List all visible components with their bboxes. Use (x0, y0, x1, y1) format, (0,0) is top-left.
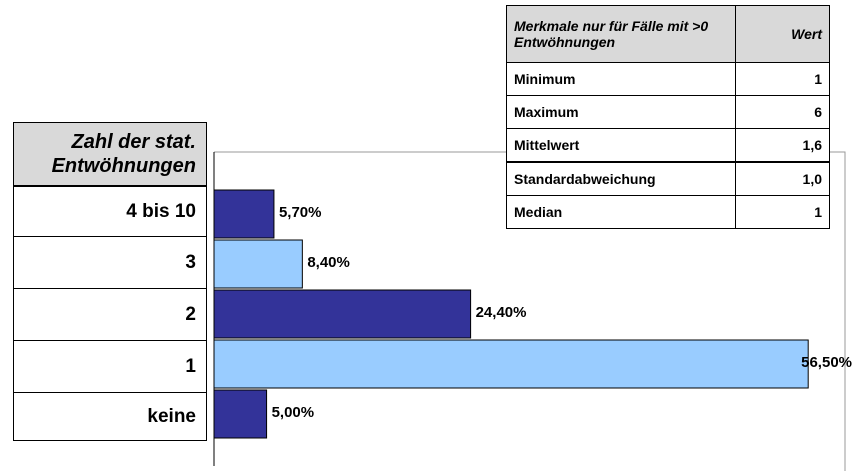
category-label: 3 (13, 236, 207, 289)
category-label: 2 (13, 288, 207, 341)
bar (213, 189, 275, 239)
plot-frame (214, 151, 846, 471)
bar (213, 339, 809, 389)
stats-label: Mittelwert (506, 128, 736, 163)
category-label: 1 (13, 340, 207, 393)
value-label: 24,40% (476, 304, 527, 321)
stats-header: Wert (735, 5, 830, 63)
bar (213, 389, 268, 439)
stats-value: 1 (735, 194, 830, 229)
stats-label: Median (506, 194, 736, 229)
stats-label: Maximum (506, 95, 736, 130)
category-header: Zahl der stat. Entwöhnungen (13, 122, 207, 186)
stats-value: 1 (735, 62, 830, 96)
bar (213, 289, 472, 339)
value-label: 8,40% (307, 254, 350, 271)
bar (213, 239, 303, 289)
stats-value: 6 (735, 95, 830, 130)
category-label: 4 bis 10 (13, 186, 207, 237)
stats-value: 1,6 (735, 128, 830, 163)
value-label: 5,70% (279, 204, 322, 221)
stats-value: 1,0 (735, 161, 830, 196)
value-label: 56,50% (801, 354, 852, 371)
category-label: keine (13, 392, 207, 441)
stats-label: Minimum (506, 62, 736, 96)
stats-header: Merkmale nur für Fälle mit >0 Entwöhnung… (506, 5, 736, 63)
stats-label: Standardabweichung (506, 161, 736, 196)
value-label: 5,00% (272, 404, 315, 421)
